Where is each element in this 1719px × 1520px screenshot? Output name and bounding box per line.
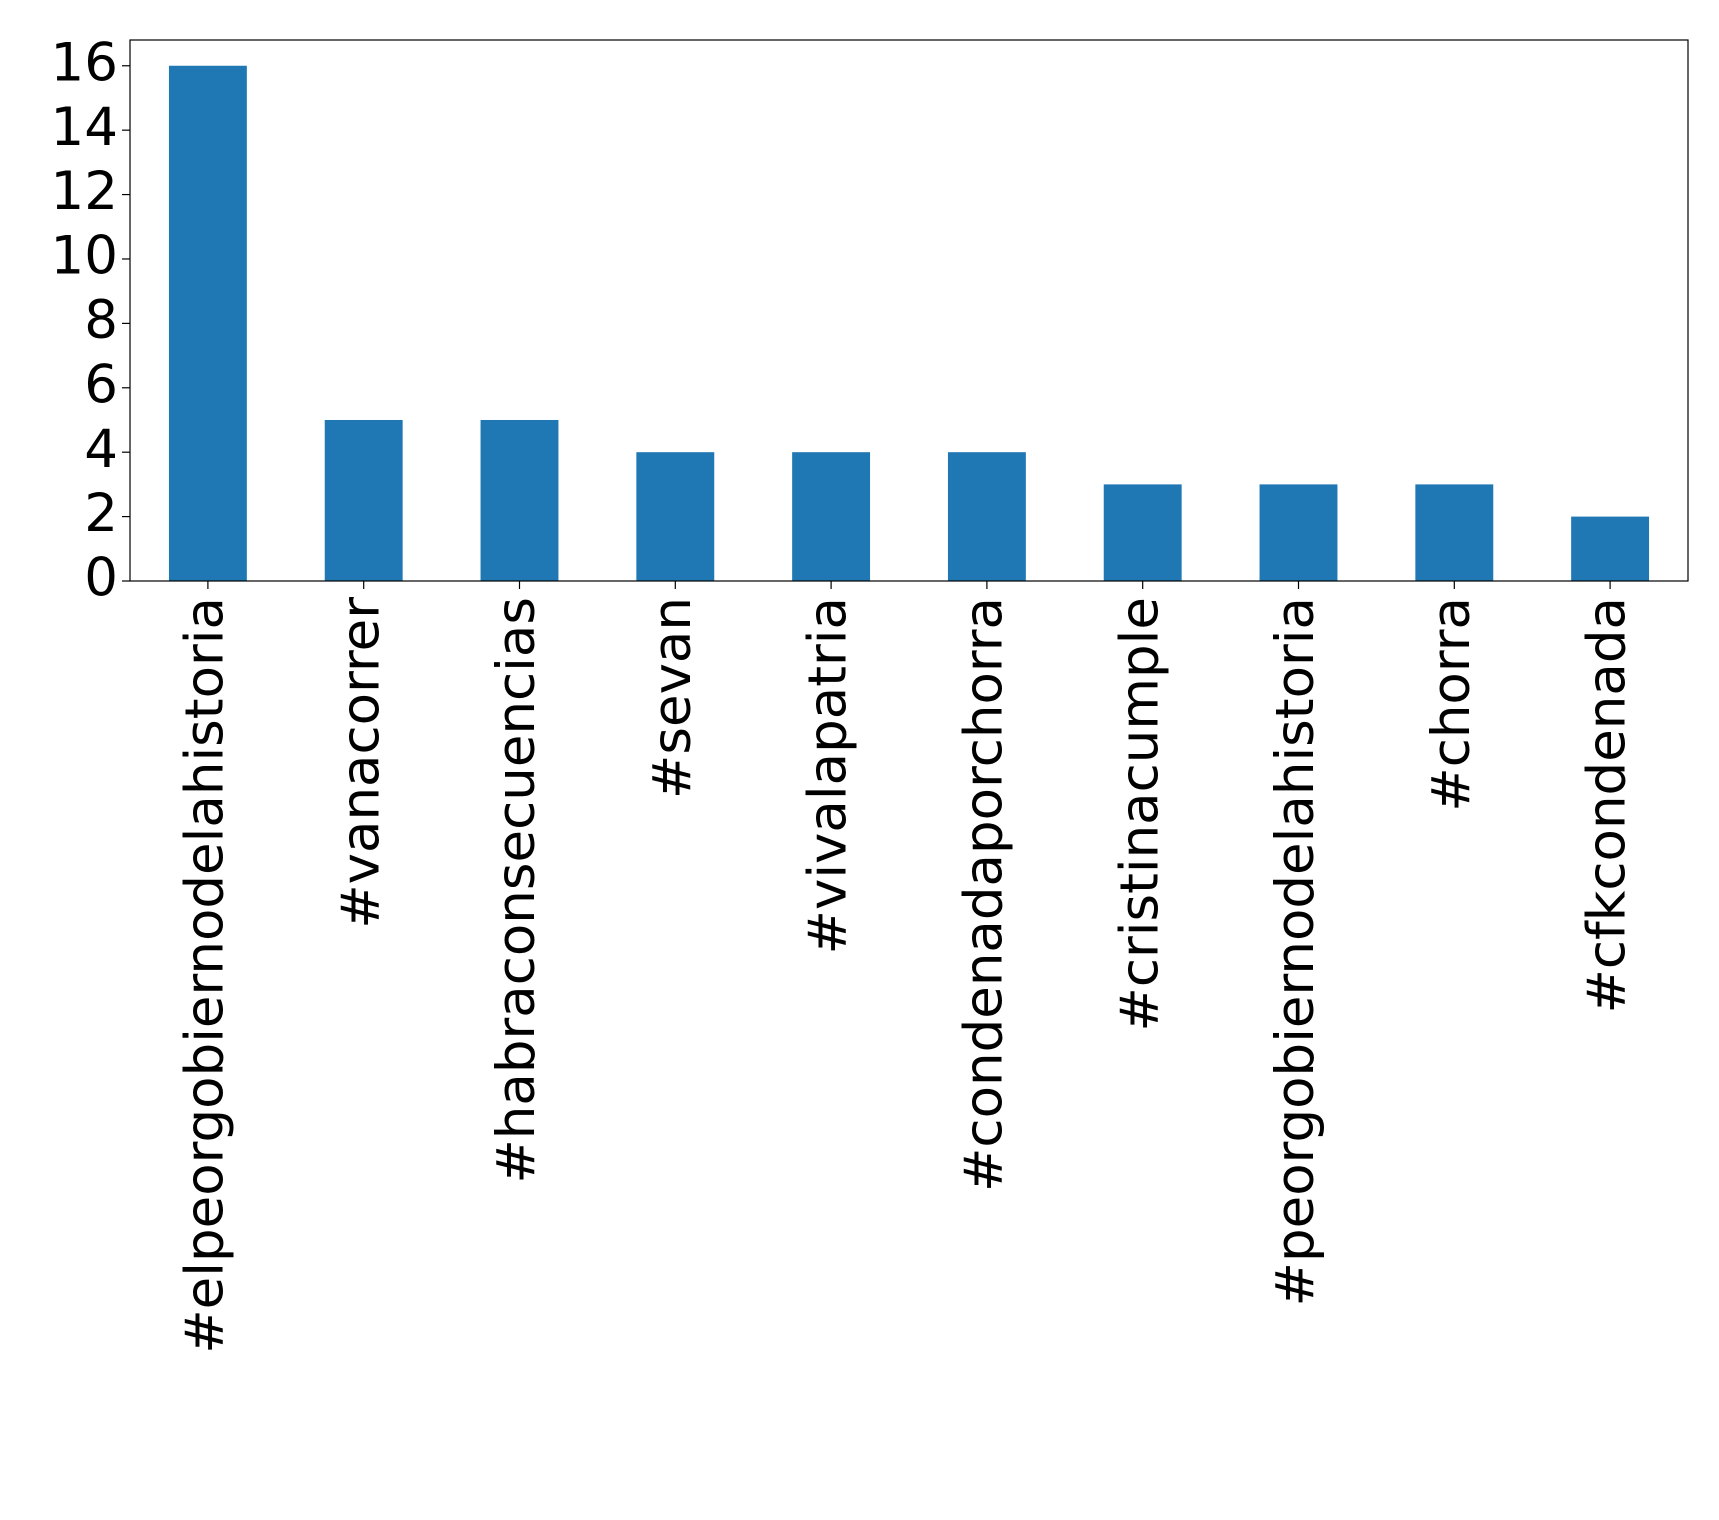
bar <box>947 452 1026 581</box>
bar <box>792 452 871 581</box>
bar <box>1103 484 1182 581</box>
x-tick-label: #condenadaporchorra <box>954 597 1015 1192</box>
x-tick-label: #habraconsecuencias <box>486 597 547 1184</box>
y-tick-label: 10 <box>51 226 118 287</box>
y-tick-label: 2 <box>84 483 118 544</box>
y-tick-label: 16 <box>51 32 118 93</box>
y-tick-label: 8 <box>84 290 118 351</box>
bar <box>1259 484 1338 581</box>
bar <box>1415 484 1494 581</box>
x-tick-label: #chorra <box>1421 597 1482 812</box>
y-tick-label: 0 <box>84 548 118 609</box>
bar <box>480 419 559 581</box>
bar <box>168 65 247 581</box>
plot-frame <box>129 39 1689 582</box>
x-tick-label: #vanacorrer <box>330 597 391 929</box>
bar <box>324 419 403 581</box>
x-tick-label: #cfkcondenada <box>1577 597 1638 1014</box>
x-tick-label: #sevan <box>642 597 703 799</box>
y-tick-label: 6 <box>84 354 118 415</box>
x-tick-label: #vivalapatria <box>798 597 859 954</box>
y-tick-label: 12 <box>51 161 118 222</box>
x-tick-label: #elpeorgobiernodelahistoria <box>175 597 236 1354</box>
bar <box>636 452 715 581</box>
y-tick-label: 4 <box>84 419 118 480</box>
y-tick-label: 14 <box>51 97 118 158</box>
x-tick-label: #cristinacumple <box>1109 597 1170 1032</box>
x-tick-label: #peorgobiernodelahistoria <box>1265 597 1326 1306</box>
bar <box>1571 516 1650 581</box>
